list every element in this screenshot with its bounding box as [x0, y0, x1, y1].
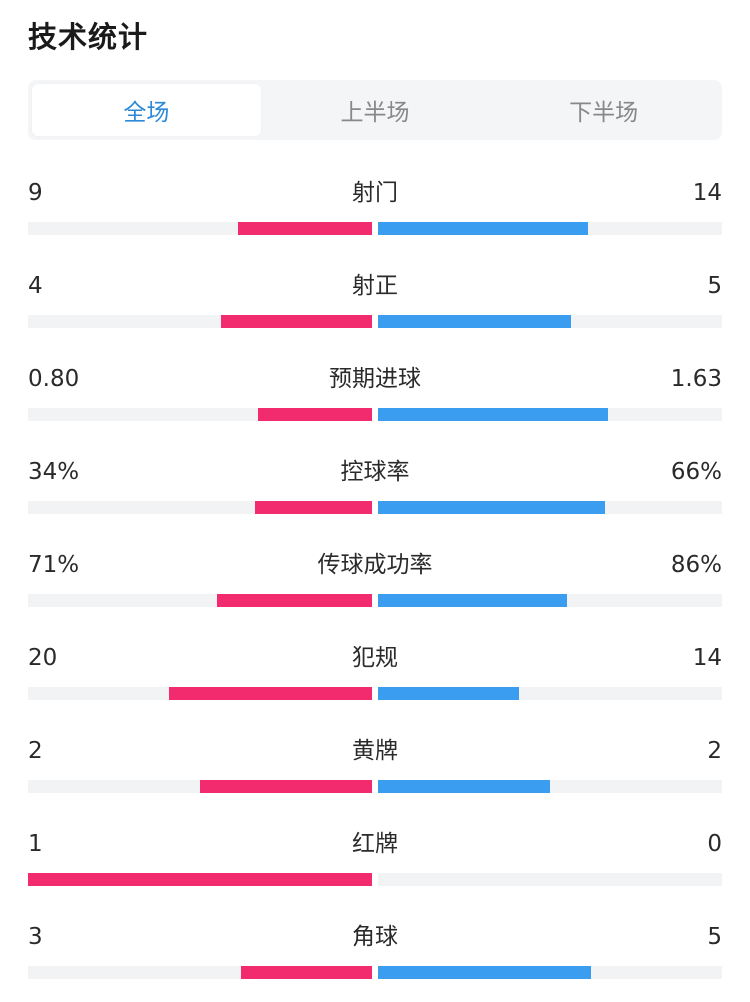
away-bar-track — [378, 408, 722, 421]
tab-second-half[interactable]: 下半场 — [569, 100, 639, 126]
stat-label: 红牌 — [352, 831, 398, 857]
stat-away-value: 0 — [707, 831, 722, 857]
away-bar-track — [378, 222, 722, 235]
home-bar-fill — [217, 594, 372, 607]
stat-row: 1 红牌 0 — [28, 819, 722, 912]
home-bar-fill — [238, 222, 372, 235]
home-bar-track — [28, 222, 372, 235]
stat-home-value: 0.80 — [28, 366, 80, 392]
stat-row: 9 射门 14 — [28, 168, 722, 261]
stat-row: 34% 控球率 66% — [28, 447, 722, 540]
stat-row: 3 角球 5 — [28, 912, 722, 1002]
stat-label: 黄牌 — [352, 738, 398, 764]
home-bar-track — [28, 408, 372, 421]
stat-home-value: 9 — [28, 180, 43, 206]
stat-label: 射正 — [352, 273, 398, 299]
away-bar-fill — [378, 315, 571, 328]
stat-home-value: 34% — [28, 459, 80, 485]
stat-home-value: 2 — [28, 738, 43, 764]
home-bar-track — [28, 873, 372, 886]
home-bar-fill — [200, 780, 372, 793]
away-bar-fill — [378, 222, 588, 235]
stat-label: 预期进球 — [329, 366, 421, 392]
away-bar-track — [378, 966, 722, 979]
home-bar-fill — [28, 873, 372, 886]
stat-away-value: 86% — [670, 552, 722, 578]
period-tabs: 全场 上半场 下半场 — [28, 80, 722, 140]
stat-label: 控球率 — [340, 459, 410, 485]
away-bar-fill — [378, 594, 567, 607]
stat-home-value: 71% — [28, 552, 80, 578]
stat-row: 71% 传球成功率 86% — [28, 540, 722, 633]
home-bar-fill — [169, 687, 372, 700]
stat-away-value: 5 — [707, 273, 722, 299]
home-bar-fill — [221, 315, 372, 328]
tab-first-half[interactable]: 上半场 — [340, 100, 410, 126]
stat-label: 传球成功率 — [317, 552, 433, 578]
away-bar-track — [378, 687, 722, 700]
stats-list: 9 射门 14 4 射正 5 0.80 预期进球 1.63 34% 控球率 66% 71% 传球成功率 86… — [28, 168, 722, 1002]
away-bar-track — [378, 594, 722, 607]
stat-label: 角球 — [352, 924, 398, 950]
home-bar-track — [28, 501, 372, 514]
home-bar-track — [28, 780, 372, 793]
stat-away-value: 1.63 — [670, 366, 722, 392]
stat-row: 20 犯规 14 — [28, 633, 722, 726]
stat-home-value: 1 — [28, 831, 43, 857]
home-bar-track — [28, 315, 372, 328]
stat-home-value: 4 — [28, 273, 43, 299]
stat-away-value: 5 — [707, 924, 722, 950]
away-bar-track — [378, 873, 722, 886]
stat-away-value: 14 — [692, 180, 722, 206]
away-bar-fill — [378, 687, 519, 700]
stat-row: 2 黄牌 2 — [28, 726, 722, 819]
tab-full-match[interactable]: 全场 — [32, 84, 261, 136]
stat-row: 0.80 预期进球 1.63 — [28, 354, 722, 447]
away-bar-fill — [378, 408, 608, 421]
stat-label: 犯规 — [352, 645, 398, 671]
away-bar-track — [378, 780, 722, 793]
away-bar-track — [378, 501, 722, 514]
stat-row: 4 射正 5 — [28, 261, 722, 354]
stat-away-value: 14 — [692, 645, 722, 671]
stat-away-value: 66% — [670, 459, 722, 485]
stat-label: 射门 — [352, 180, 398, 206]
stat-home-value: 20 — [28, 645, 58, 671]
home-bar-fill — [258, 408, 372, 421]
home-bar-track — [28, 687, 372, 700]
home-bar-fill — [255, 501, 372, 514]
stat-away-value: 2 — [707, 738, 722, 764]
home-bar-fill — [241, 966, 372, 979]
home-bar-track — [28, 594, 372, 607]
stat-home-value: 3 — [28, 924, 43, 950]
page-title: 技术统计 — [28, 20, 149, 54]
away-bar-track — [378, 315, 722, 328]
home-bar-track — [28, 966, 372, 979]
away-bar-fill — [378, 966, 591, 979]
away-bar-fill — [378, 780, 550, 793]
away-bar-fill — [378, 501, 605, 514]
